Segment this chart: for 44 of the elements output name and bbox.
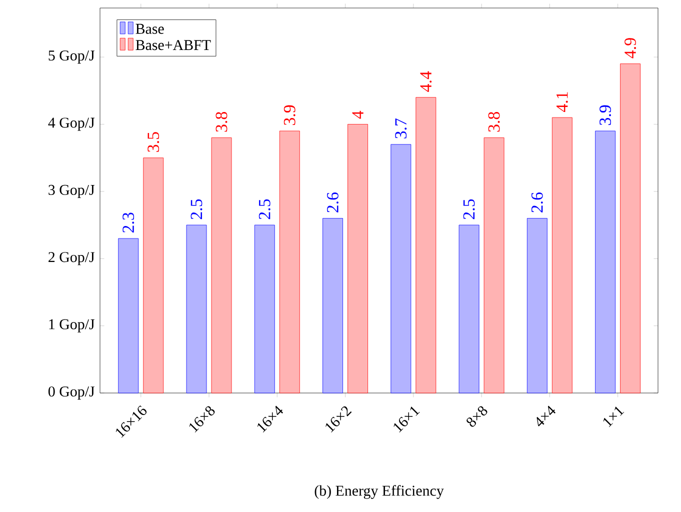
y-tick-label: 0 Gop/J: [48, 386, 95, 400]
bar: [484, 137, 504, 394]
legend-label: Base: [136, 24, 164, 34]
data-label: 2.3: [122, 212, 134, 233]
data-label: 3.7: [395, 118, 407, 138]
data-label: 2.5: [258, 199, 270, 220]
data-label: 3.5: [148, 132, 160, 152]
bar: [458, 224, 480, 394]
bar: [322, 218, 343, 394]
bar: [279, 130, 300, 394]
legend-label: Base+ABFT: [136, 40, 211, 50]
data-label: 4.4: [420, 71, 432, 92]
bar: [186, 224, 207, 394]
x-tick-label: 1×1: [603, 406, 624, 428]
data-label: 4.1: [556, 92, 568, 112]
data-label: 3.9: [284, 105, 296, 125]
y-tick-label: 2 Gop/J: [48, 252, 95, 266]
y-tick-label: 4 Gop/J: [48, 118, 95, 131]
data-label: 3.9: [600, 105, 612, 125]
data-label: 3.8: [488, 112, 500, 132]
bar: [620, 64, 641, 394]
data-label: 2.6: [327, 192, 338, 212]
bar: [526, 218, 548, 394]
data-label: 2.6: [531, 192, 543, 212]
bar: [348, 124, 368, 394]
bar: [211, 137, 232, 394]
x-tick-label: 4×4: [536, 406, 556, 426]
x-tick-label: 8×8: [466, 406, 488, 427]
bar: [390, 144, 412, 394]
data-label: 2.5: [190, 199, 202, 220]
y-tick-label: 1 Gop/J: [49, 319, 95, 332]
bar: [254, 224, 275, 394]
bar: [552, 117, 572, 394]
bar: [118, 238, 139, 394]
y-tick-label: 3 Gop/J: [48, 184, 95, 198]
data-label: 3.8: [216, 112, 228, 132]
bar: [416, 97, 436, 394]
bar: [595, 130, 616, 394]
data-label: 2.5: [463, 199, 475, 220]
text: (b) Energy Efficiency: [314, 485, 444, 499]
y-tick-label: 5 Gop/J: [48, 50, 95, 64]
bar: [143, 158, 164, 394]
data-label: 4.9: [624, 38, 636, 58]
data-label: 4: [352, 110, 364, 119]
